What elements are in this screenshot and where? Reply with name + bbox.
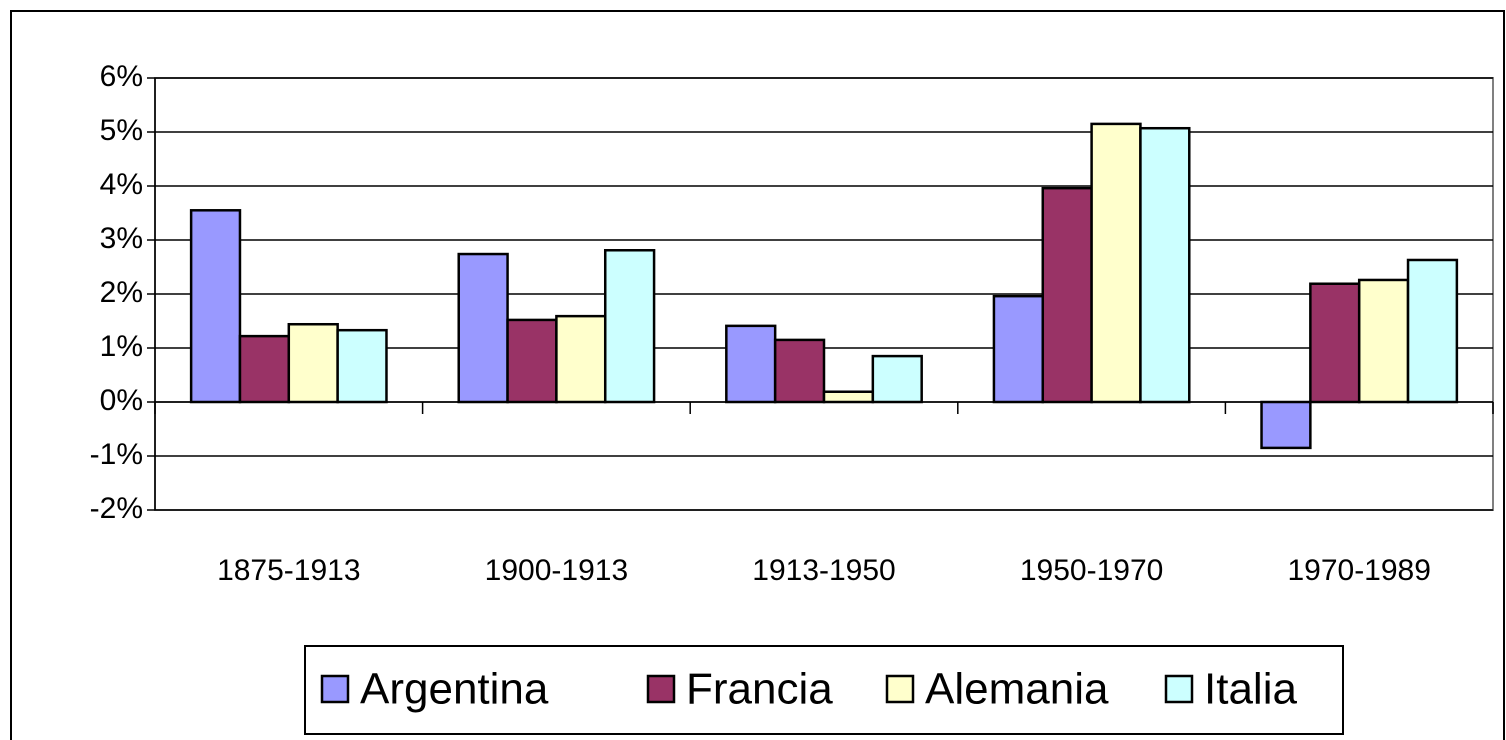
bar <box>992 294 1045 404</box>
bar <box>457 252 509 404</box>
x-tick-label: 1970-1989 <box>1287 554 1430 587</box>
legend-label: Argentina <box>360 665 549 714</box>
y-tick-label: 6% <box>100 60 143 93</box>
bar <box>603 249 656 404</box>
bar <box>555 314 607 404</box>
y-tick-label: 5% <box>100 114 143 147</box>
x-tick-label: 1875-1913 <box>217 554 360 587</box>
y-tick-label: 4% <box>100 168 143 201</box>
legend-label: Francia <box>686 665 833 714</box>
bar <box>1406 258 1459 404</box>
y-tick-label: 2% <box>100 276 143 309</box>
legend-swatch <box>1164 674 1194 704</box>
bar <box>336 328 388 404</box>
x-tick-label: 1950-1970 <box>1020 554 1163 587</box>
y-tick-label: 1% <box>100 330 143 363</box>
bar <box>1260 400 1312 450</box>
y-tick-label: -1% <box>90 438 143 471</box>
y-tick-label: 3% <box>100 222 143 255</box>
legend-swatch <box>320 674 350 704</box>
y-tick-label: -2% <box>90 492 143 525</box>
y-tick-label: 0% <box>100 384 143 417</box>
bar <box>287 322 339 404</box>
legend-swatch <box>646 674 676 704</box>
legend-swatch <box>885 674 915 704</box>
bar <box>871 354 923 404</box>
bar <box>1309 282 1361 404</box>
x-tick-label: 1913-1950 <box>752 554 895 587</box>
bar <box>725 324 777 404</box>
legend-label: Alemania <box>925 665 1109 714</box>
bar <box>1139 126 1191 404</box>
bar <box>1357 278 1410 404</box>
bar <box>189 209 242 404</box>
bar <box>822 390 875 404</box>
bar <box>238 334 291 404</box>
bar <box>773 338 826 404</box>
bar <box>506 318 558 404</box>
legend-label: Italia <box>1204 665 1297 714</box>
bar <box>1090 122 1142 404</box>
bar <box>1041 186 1093 404</box>
x-tick-label: 1900-1913 <box>485 554 628 587</box>
